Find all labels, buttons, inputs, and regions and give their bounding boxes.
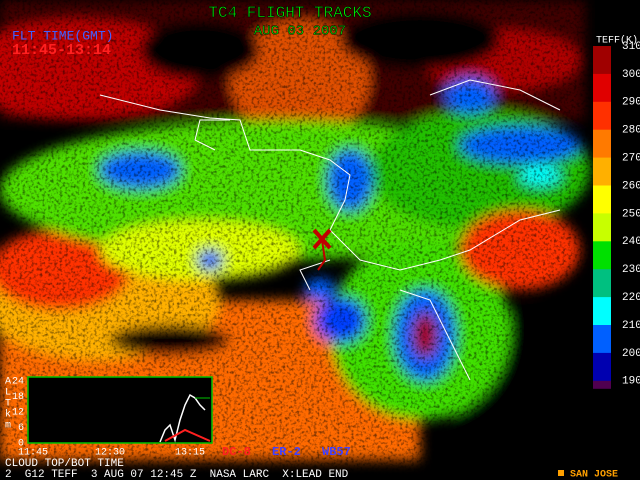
site-name: SAN JOSE [570,470,618,480]
colorbar-tick: 210 [622,320,640,332]
altitude-inset [27,376,213,444]
x-tick-label: 12:30 [95,448,125,459]
inset-caption: CLOUD TOP/BOT TIME [5,458,124,470]
y-tick-label: 18 [12,392,24,403]
axis-letter: T [5,399,11,410]
aircraft-name: ER-2 [272,445,301,459]
aircraft-name: DC-8 [222,445,251,459]
colorbar-swatch [593,352,611,382]
y-tick-label: 12 [12,408,24,419]
cloud-imagery [0,0,600,460]
x-tick-label: 11:45 [18,448,48,459]
y-tick-label: 24 [12,377,24,388]
axis-letter: k [5,409,11,421]
colorbar-swatch [593,241,611,270]
colorbar-tick: 200 [622,348,640,360]
colorbar-swatch [593,213,611,242]
colorbar-tick: 190 [622,376,640,388]
site-marker [558,470,564,476]
colorbar-tick: 250 [622,208,640,220]
colorbar-swatch [593,46,611,75]
axis-letter: m [5,421,11,432]
colorbar-swatch [593,269,611,298]
axis-letter: A [5,377,11,388]
colorbar-tick: 240 [622,236,640,248]
colorbar-tick: 270 [622,153,640,165]
time-range: 11:45-13:14 [12,42,111,59]
colorbar-tick: 220 [622,292,640,304]
y-tick-label: 6 [18,423,24,434]
colorbar-end [593,380,611,389]
colorbar-swatch [593,101,611,131]
colorbar-swatch [593,129,611,159]
colorbar-swatch [593,73,611,103]
colorbar-tick: 300 [622,69,640,81]
colorbar-tick: 310 [622,41,640,53]
colorbar-swatch [593,297,611,326]
colorbar-tick: 280 [622,125,640,137]
footer-info: 2 G12 TEFF 3 AUG 07 12:45 Z NASA LARC X:… [5,469,349,480]
colorbar-label: TEFF(K) [596,35,638,47]
colorbar: 310 300 290 280 270 260 250 240 230 220 210 200 190 [593,41,640,389]
colorbar-swatch [593,185,611,214]
colorbar-tick: 230 [622,264,640,276]
date: AUG 03 2007 [254,24,346,40]
title: TC4 FLIGHT TRACKS [208,4,371,22]
colorbar-tick: 260 [622,180,640,192]
axis-letter: L [5,388,11,399]
colorbar-swatch [593,325,611,354]
aircraft-legend: DC-8 ER-2 WB57 [222,445,351,459]
x-tick-label: 13:15 [175,448,205,459]
colorbar-tick: 290 [622,97,640,109]
time-label: FLT TIME(GMT) [12,28,113,43]
y-tick-label: 0 [18,439,24,450]
colorbar-swatch [593,157,611,186]
aircraft-name: WB57 [322,445,351,459]
